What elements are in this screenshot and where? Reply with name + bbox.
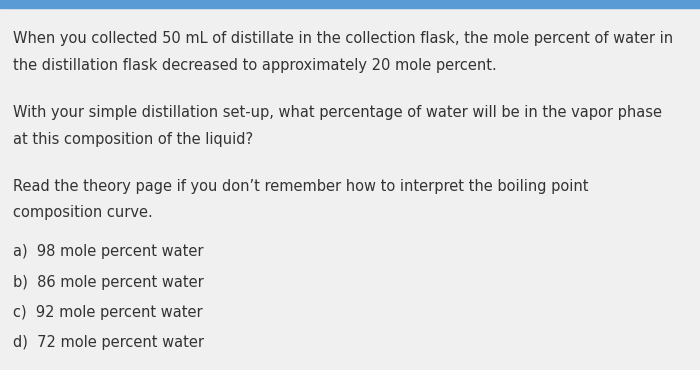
Text: at this composition of the liquid?: at this composition of the liquid?	[13, 132, 253, 147]
Text: d)  72 mole percent water: d) 72 mole percent water	[13, 335, 204, 350]
Text: With your simple distillation set-up, what percentage of water will be in the va: With your simple distillation set-up, wh…	[13, 105, 662, 120]
Text: the distillation flask decreased to approximately 20 mole percent.: the distillation flask decreased to appr…	[13, 58, 496, 73]
Text: a)  98 mole percent water: a) 98 mole percent water	[13, 244, 203, 259]
Bar	[0, 0, 700, 8]
Text: Read the theory page if you don’t remember how to interpret the boiling point: Read the theory page if you don’t rememb…	[13, 179, 588, 194]
Text: composition curve.: composition curve.	[13, 205, 153, 221]
Text: c)  92 mole percent water: c) 92 mole percent water	[13, 305, 202, 320]
Text: b)  86 mole percent water: b) 86 mole percent water	[13, 275, 203, 290]
Text: When you collected 50 mL of distillate in the collection flask, the mole percent: When you collected 50 mL of distillate i…	[13, 31, 673, 47]
